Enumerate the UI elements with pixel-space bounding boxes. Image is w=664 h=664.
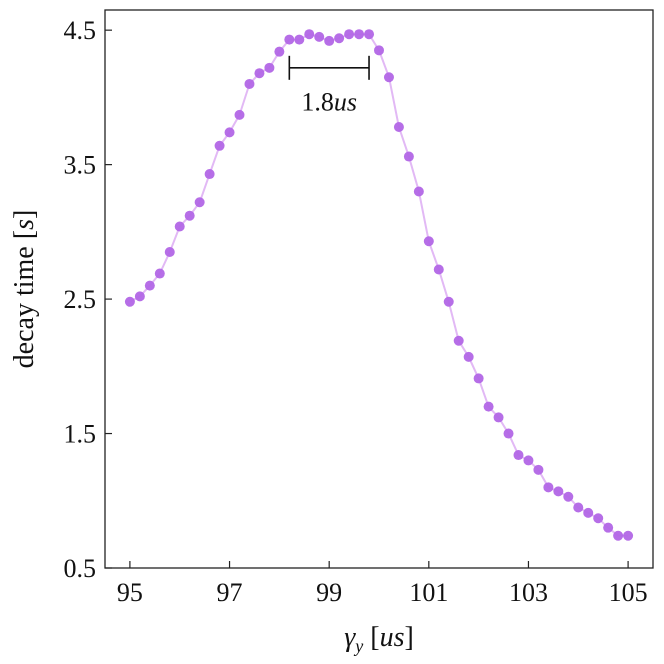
data-point xyxy=(234,109,245,120)
data-point xyxy=(453,335,464,346)
width-label: 1.8us xyxy=(301,87,357,116)
data-point xyxy=(463,351,474,362)
data-point xyxy=(573,502,584,513)
data-point xyxy=(224,127,235,138)
data-point xyxy=(503,428,514,439)
data-point xyxy=(194,197,205,208)
data-point xyxy=(354,29,365,40)
data-point xyxy=(324,35,335,46)
data-point xyxy=(553,486,564,497)
data-point xyxy=(403,151,414,162)
data-point xyxy=(154,268,165,279)
data-point xyxy=(244,78,255,89)
data-point xyxy=(334,33,345,44)
data-point xyxy=(184,210,195,221)
x-tick-label: 105 xyxy=(609,578,648,607)
y-tick-label: 1.5 xyxy=(64,420,97,449)
data-point xyxy=(174,221,185,232)
data-point xyxy=(533,464,544,475)
data-point xyxy=(214,140,225,151)
data-point xyxy=(364,29,375,40)
data-point xyxy=(423,236,434,247)
x-tick-label: 97 xyxy=(217,578,243,607)
x-tick-label: 103 xyxy=(509,578,548,607)
data-point xyxy=(344,29,355,40)
data-point xyxy=(294,34,305,45)
data-point xyxy=(274,46,285,57)
data-point xyxy=(164,247,175,258)
y-tick-label: 4.5 xyxy=(64,16,97,45)
series-line xyxy=(129,33,629,537)
data-point xyxy=(623,530,634,541)
data-point xyxy=(254,68,265,79)
data-point xyxy=(284,34,295,45)
data-point xyxy=(383,72,394,83)
data-point xyxy=(264,62,275,73)
y-tick-label: 0.5 xyxy=(64,554,97,583)
data-point xyxy=(304,29,315,40)
data-points xyxy=(124,29,634,541)
data-point xyxy=(413,186,424,197)
width-annotation: 1.8us xyxy=(288,55,370,116)
data-point xyxy=(613,530,624,541)
data-point xyxy=(374,45,384,56)
data-point xyxy=(583,507,594,518)
data-point xyxy=(433,264,444,275)
data-point xyxy=(513,450,524,461)
data-point xyxy=(493,412,504,423)
data-point xyxy=(443,296,454,307)
data-point xyxy=(144,280,155,291)
data-point xyxy=(204,169,215,180)
x-axis-title: γy [us] xyxy=(344,622,414,656)
data-point xyxy=(473,373,484,384)
y-tick-label: 2.5 xyxy=(64,285,97,314)
data-point xyxy=(593,513,604,524)
data-point xyxy=(393,121,404,132)
x-tick-label: 99 xyxy=(316,578,342,607)
x-tick-label: 95 xyxy=(117,578,143,607)
data-point xyxy=(124,296,135,307)
y-axis-label: decay time xyxy=(9,246,40,368)
plot-frame xyxy=(104,9,654,569)
y-axis-ticks: 0.5 1.5 2.5 3.5 4.5 xyxy=(64,16,112,583)
data-point xyxy=(563,491,574,502)
data-point xyxy=(134,291,145,302)
y-tick-label: 3.5 xyxy=(64,151,97,180)
data-point xyxy=(483,401,494,412)
x-tick-label: 101 xyxy=(409,578,448,607)
x-axis-subscript: y xyxy=(353,636,363,656)
width-value: 1.8 xyxy=(301,87,334,116)
x-axis-ticks: 95 97 99 101 103 105 xyxy=(117,561,648,607)
y-axis-title: decay time [s] xyxy=(9,210,40,369)
x-axis-symbol: γ xyxy=(344,622,356,653)
data-point xyxy=(603,522,614,533)
data-point xyxy=(543,482,554,493)
y-axis-unit: s xyxy=(9,219,40,230)
width-unit: us xyxy=(334,87,357,116)
x-axis-unit: us xyxy=(380,622,405,653)
data-point xyxy=(523,455,534,466)
data-point xyxy=(314,31,325,42)
